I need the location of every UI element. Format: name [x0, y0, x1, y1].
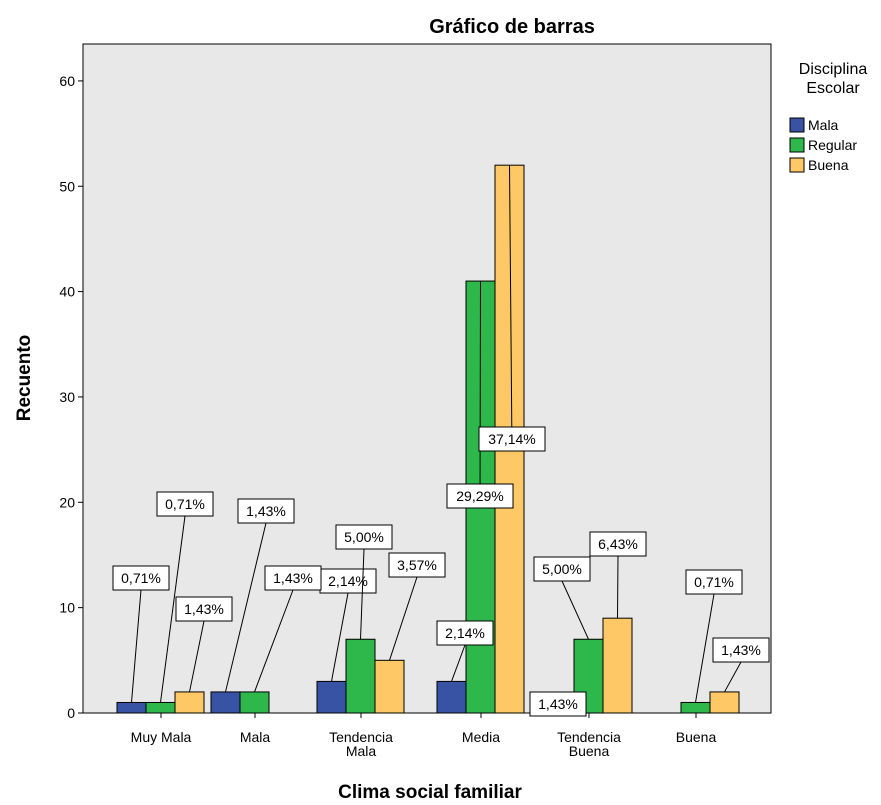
x-tick-label: Tendencia — [329, 729, 393, 745]
legend-label: Regular — [808, 137, 857, 153]
data-label: 1,43% — [246, 503, 286, 519]
data-label: 3,57% — [397, 557, 437, 573]
data-label: 5,00% — [542, 561, 582, 577]
data-label-box — [112, 565, 170, 591]
y-axis: 0 10 20 30 40 50 60 — [59, 73, 83, 721]
data-label: 29,29% — [456, 488, 503, 504]
data-label: 0,71% — [694, 574, 734, 590]
legend: Disciplina Escolar Mala Regular Buena — [789, 61, 868, 173]
data-label-box — [264, 565, 322, 591]
y-tick-label: 50 — [59, 178, 75, 194]
data-label-box — [335, 524, 393, 550]
y-tick-label: 0 — [67, 705, 75, 721]
data-labels-group: 0,71% 1,43% 2,14% 2,14% 1,43% 0,71% 1,43% 5,00%… — [112, 165, 770, 717]
data-label-box — [712, 637, 770, 663]
data-label-box — [237, 498, 295, 524]
data-label-leader — [360, 548, 365, 640]
y-tick-label: 10 — [59, 600, 75, 616]
data-label: 6,43% — [598, 536, 638, 552]
data-label-box — [156, 491, 214, 517]
y-tick-label: 60 — [59, 73, 75, 89]
legend-title: Disciplina — [799, 61, 868, 78]
data-label-leader — [695, 593, 715, 703]
data-label: 2,14% — [445, 625, 485, 641]
x-tick-label: Media — [462, 729, 500, 745]
legend-label: Buena — [808, 157, 849, 173]
data-label-leader — [617, 555, 619, 619]
data-label-leader — [479, 281, 481, 509]
data-label-leader — [331, 592, 349, 682]
data-label: 1,43% — [721, 642, 761, 658]
x-tick-label: Muy Mala — [131, 729, 192, 745]
y-axis-title: Recuento — [14, 335, 35, 422]
data-label-leader — [131, 589, 142, 703]
data-label-box — [436, 620, 494, 646]
y-tick-label: 20 — [59, 494, 75, 510]
data-label: 5,00% — [344, 529, 384, 545]
x-tick-label: Buena — [569, 743, 610, 759]
legend-title: Escolar — [806, 80, 860, 97]
legend-swatch — [789, 117, 805, 133]
data-label-leader — [509, 165, 513, 452]
legend-swatch — [789, 157, 805, 173]
bar — [116, 701, 147, 714]
legend-swatch — [789, 137, 805, 153]
y-tick-label: 30 — [59, 389, 75, 405]
data-label-leader — [189, 620, 205, 693]
data-label-leader — [160, 515, 186, 703]
data-label-box — [589, 531, 647, 557]
chart-title: Gráfico de barras — [429, 16, 595, 38]
data-label-box — [478, 426, 546, 452]
x-axis-title: Clima social familiar — [338, 782, 522, 803]
data-label-leader — [451, 644, 466, 682]
bar — [174, 691, 205, 714]
data-label-leader — [389, 576, 418, 661]
data-label-box — [685, 569, 743, 595]
data-label-box — [446, 483, 514, 509]
bar — [145, 701, 176, 714]
data-label-box — [533, 556, 591, 582]
data-label: 37,14% — [488, 431, 535, 447]
data-label: 0,71% — [165, 496, 205, 512]
bar — [374, 659, 405, 714]
data-label-box — [175, 596, 233, 622]
bar — [345, 638, 376, 714]
bar — [239, 691, 270, 714]
data-label-leader — [724, 661, 742, 693]
x-tick-label: Mala — [346, 743, 377, 759]
data-label-leader — [254, 589, 294, 693]
bar — [316, 680, 347, 714]
y-tick-label: 40 — [59, 284, 75, 300]
data-label: 1,43% — [184, 601, 224, 617]
bar — [709, 691, 740, 714]
bar — [680, 701, 711, 714]
legend-label: Mala — [808, 117, 839, 133]
data-label: 1,43% — [538, 696, 578, 712]
bar — [436, 680, 467, 714]
data-label-box — [529, 691, 587, 717]
bar — [602, 617, 633, 714]
data-label: 0,71% — [121, 570, 161, 586]
data-label-leader — [561, 580, 589, 640]
x-tick-label: Mala — [240, 729, 271, 745]
data-label: 1,43% — [273, 570, 313, 586]
data-label-leader — [225, 522, 267, 693]
data-label-box — [388, 552, 446, 578]
x-tick-label: Tendencia — [557, 729, 621, 745]
x-tick-label: Buena — [676, 729, 717, 745]
bar — [210, 691, 241, 714]
data-label: 2,14% — [328, 573, 368, 589]
